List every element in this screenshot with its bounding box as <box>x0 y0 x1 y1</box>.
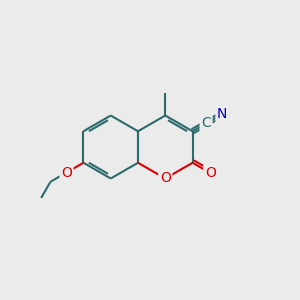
Text: N: N <box>217 107 227 121</box>
Text: O: O <box>61 166 72 179</box>
Text: C: C <box>201 116 211 130</box>
Text: O: O <box>205 166 216 180</box>
Text: O: O <box>160 172 171 185</box>
